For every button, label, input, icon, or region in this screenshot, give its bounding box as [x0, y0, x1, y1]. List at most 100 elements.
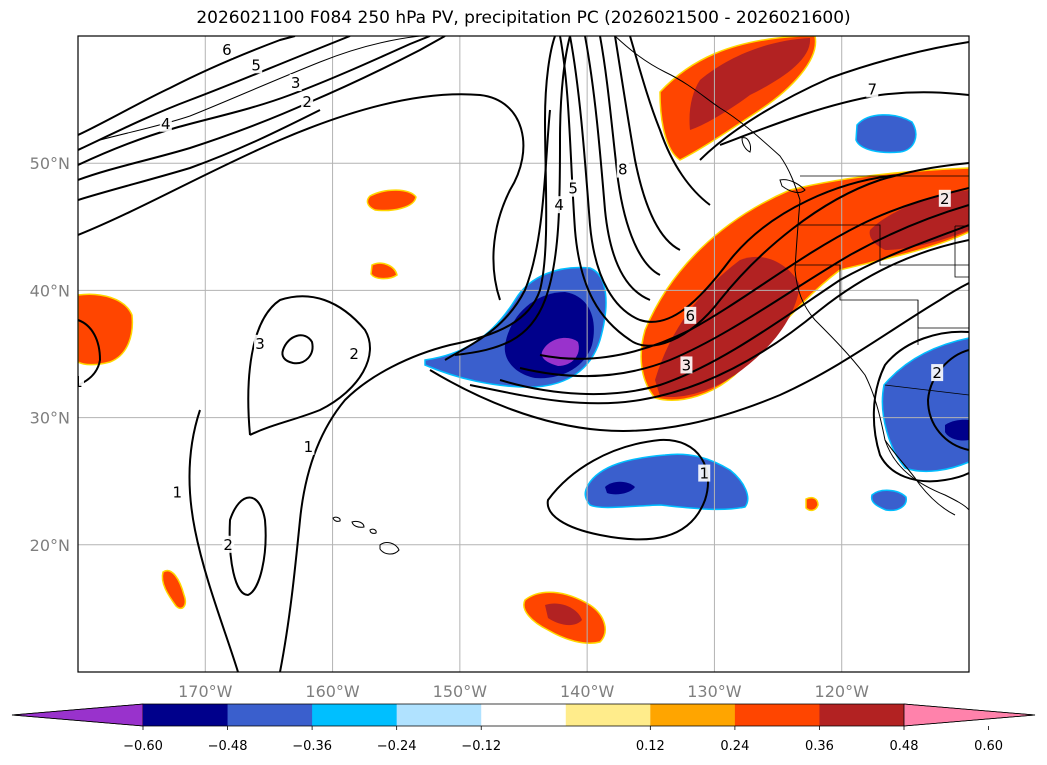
coastline-alaska: [99, 36, 421, 141]
pv-contour-loop-inner-2: [469, 239, 969, 405]
contour-label: 4: [554, 196, 564, 214]
colorbar-segment: [396, 704, 482, 726]
lat-tick-label: 50°N: [30, 154, 70, 173]
pv-contour-2-nw: [78, 109, 321, 201]
pv-contour-3-west: [281, 334, 314, 365]
contour-label-bg: [78, 372, 84, 390]
coastline-hawaii-4: [369, 528, 377, 534]
precip-positive-small-1: [366, 189, 417, 212]
pv-contour-east-loop-2: [926, 349, 969, 451]
colorbar-segment: [227, 704, 313, 726]
figure-title: 2026021100 F084 250 hPa PV, precipitatio…: [196, 8, 851, 28]
colorbar-tick-label: −0.48: [208, 739, 248, 754]
contour-label: 5: [568, 180, 578, 198]
contour-label-bg: [348, 345, 361, 362]
contour-label: 2: [932, 364, 942, 382]
lon-tick-label: 120°W: [815, 682, 870, 701]
contour-label: 2: [302, 93, 312, 111]
contour-label-bg: [171, 483, 184, 501]
latitude-labels: 50°N 40°N 30°N 20°N: [30, 154, 70, 555]
colorbar-tick-label: −0.12: [461, 739, 501, 754]
contour-label-bg: [680, 356, 693, 374]
coastline-vancouver-island: [779, 179, 806, 194]
colorbar-extend-high: [903, 703, 1036, 727]
coastline-alaska-mainland: [614, 36, 801, 201]
contour-label: 1: [73, 373, 83, 391]
border-us-mexico: [884, 384, 969, 396]
precip-negative-small-east: [870, 489, 907, 512]
precip-core-south: [545, 603, 582, 626]
pv-contour-trough-2: [569, 36, 901, 323]
contour-label: 3: [682, 356, 692, 374]
colorbar-tick-label: −0.24: [377, 739, 417, 754]
pv-contour-loop-inner-3: [499, 224, 969, 396]
lon-tick-label: 160°W: [305, 682, 360, 701]
precip-positive-west: [78, 293, 134, 366]
contour-label-bg: [289, 74, 302, 92]
contour-label: 2: [940, 190, 950, 208]
contour-label-bg: [254, 334, 267, 352]
contour-label-bg: [931, 364, 944, 382]
contour-label: 3: [291, 74, 301, 92]
pv-contour-outer-south: [429, 282, 969, 432]
precip-negative-east: [881, 337, 969, 473]
contour-label: 1: [699, 465, 709, 483]
pv-contour-1-subtropic: [188, 409, 239, 672]
contour-label-bg: [302, 437, 315, 455]
colorbar-segment: [565, 704, 651, 726]
contour-label: 1: [304, 438, 314, 456]
contour-label: 8: [618, 161, 628, 179]
precip-negative-subtropic-core: [605, 481, 635, 495]
coastline-hawaii-1: [379, 542, 400, 555]
coastline-hawaii-3: [332, 516, 341, 522]
contour-label: 3: [255, 335, 265, 353]
pv-contour-loop-inner-5: [539, 187, 969, 360]
pv-contour-4-nw: [78, 36, 431, 166]
contour-label-bg: [553, 196, 566, 214]
pv-contour-trough-6: [629, 36, 711, 206]
colorbar-tick-label: 0.12: [636, 739, 665, 754]
colorbar-segment: [650, 704, 736, 726]
coastlines: [99, 36, 969, 555]
pv-contour-trough-outer: [444, 109, 551, 361]
lat-tick-label: 20°N: [30, 536, 70, 555]
contour-label-bg: [866, 80, 879, 98]
map-grid: [78, 36, 969, 672]
pv-contours: [78, 36, 969, 672]
pv-contour-west-edge: [78, 319, 102, 386]
contour-label-bg: [616, 160, 629, 178]
pv-contour-1-west: [78, 93, 525, 301]
border-washington-oregon: [796, 224, 969, 266]
colorbar-tick-label: 0.24: [720, 739, 749, 754]
colorbar-extend-low: [11, 703, 144, 727]
pv-contour-trough-5: [614, 36, 681, 251]
precip-negative-east-core: [945, 419, 969, 441]
coastline-haida-gwaii: [741, 137, 751, 153]
lon-tick-label: 140°W: [560, 682, 615, 701]
colorbar-segment: [819, 704, 905, 726]
pv-contour-trough-3: [584, 36, 651, 301]
colorbar-tick-label: 0.36: [805, 739, 834, 754]
contour-label: 5: [251, 56, 261, 74]
pv-contour-6-nw: [78, 36, 296, 136]
coastline-baja: [884, 439, 956, 516]
pv-contour-loop-inner-1: [454, 36, 571, 356]
pv-contour-east-loop: [872, 330, 969, 483]
lat-tick-label: 40°N: [30, 281, 70, 300]
colorbar-segment: [312, 704, 398, 726]
pv-contour-trough-4: [599, 36, 661, 276]
pv-contour-5-nw: [78, 36, 351, 151]
contour-label: 6: [222, 41, 232, 59]
colorbar: −0.60 −0.48 −0.36 −0.24 −0.12 0.12 0.24 0.36 0.4…: [11, 703, 1036, 754]
pv-contour-loop-inner-4: [519, 204, 969, 378]
contour-label-bg: [684, 306, 697, 324]
pv-contour-1-loop: [279, 36, 556, 672]
coastline-hawaii-2: [351, 520, 365, 528]
colorbar-tick-label: −0.36: [292, 739, 332, 754]
colorbar-tick-label: 0.60: [974, 739, 1003, 754]
colorbar-tick-label: 0.48: [890, 739, 919, 754]
contour-label-bg: [698, 464, 711, 482]
contour-label-bg: [250, 56, 263, 74]
contour-label: 6: [685, 307, 695, 325]
